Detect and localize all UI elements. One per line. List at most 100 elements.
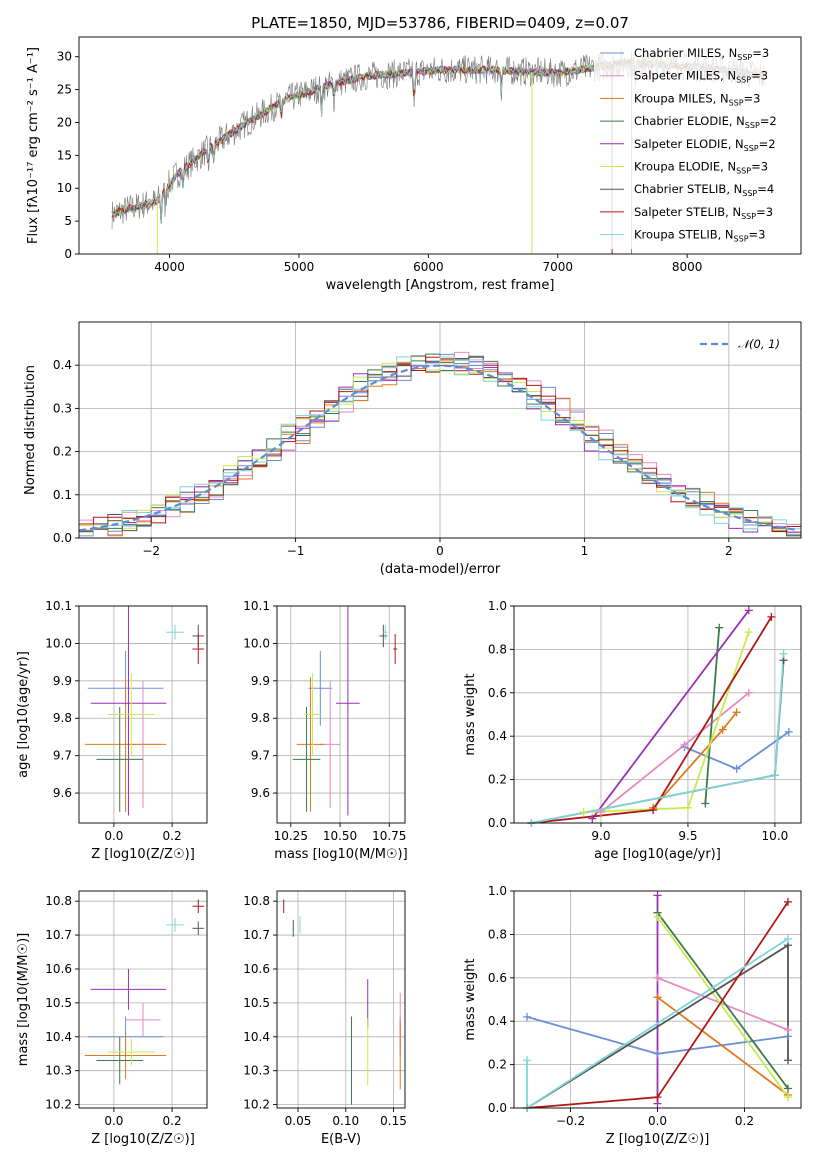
axes-frame — [513, 605, 802, 824]
y-tick-label: 25 — [57, 83, 72, 97]
y-tick-label: 10.1 — [45, 599, 72, 613]
x-tick-label: −0.2 — [556, 1114, 585, 1128]
axes-frame — [78, 605, 208, 824]
legend-label: Salpeter ELODIE, NSSP=2 — [634, 137, 776, 153]
y-tick-label: 1.0 — [488, 884, 507, 898]
mass-weight-line — [684, 731, 790, 770]
legend-label: Salpeter MILES, NSSP=3 — [634, 69, 768, 85]
y-tick-label: 0.4 — [53, 358, 72, 372]
marker-plus — [783, 1084, 792, 1093]
legend-series-name: Chabrier ELODIE — [634, 114, 729, 128]
x-tick-label: 0.2 — [163, 1114, 182, 1128]
x-axis-label: (data-model)/error — [380, 562, 501, 577]
marker-plus — [770, 771, 779, 780]
y-tick-label: 10.6 — [45, 962, 72, 976]
y-tick-label: 0.2 — [488, 1058, 507, 1072]
y-tick-label: 0.0 — [488, 1101, 507, 1115]
x-tick-label: 0.2 — [735, 1114, 754, 1128]
y-tick-label: 9.9 — [53, 674, 72, 688]
legend-label: Chabrier MILES, NSSP=3 — [634, 46, 769, 62]
y-tick-label: 9.8 — [53, 711, 72, 725]
x-tick-label: 4000 — [154, 260, 185, 274]
legend-ssp-count: =3 — [752, 46, 769, 60]
marker-plus — [701, 799, 710, 808]
x-tick-label: −1 — [287, 544, 305, 558]
legend-n-ssp: , N — [721, 46, 737, 60]
marker-plus — [715, 623, 724, 632]
marker-plus — [653, 1049, 662, 1058]
legend-ssp-count: =3 — [751, 69, 768, 83]
chart-title: PLATE=1850, MJD=53786, FIBERID=0409, z=0… — [251, 14, 629, 32]
axes-frame — [276, 605, 406, 824]
marker-plus — [596, 808, 605, 817]
legend-series-name: Kroupa STELIB — [634, 228, 718, 242]
legend-ssp-subscript: SSP — [736, 76, 751, 85]
x-axis-label: E(B-V) — [321, 1132, 361, 1147]
legend-ssp-count: =3 — [749, 228, 766, 242]
y-tick-label: 10.5 — [243, 996, 270, 1010]
marker-plus — [523, 1056, 532, 1065]
y-tick-label: 0.8 — [488, 927, 507, 941]
y-tick-label: 0.3 — [53, 401, 72, 415]
y-tick-label: 10 — [57, 181, 72, 195]
x-tick-label: 10.50 — [323, 829, 357, 843]
plot-area — [292, 606, 398, 816]
marker-plus — [779, 649, 788, 658]
y-tick-label: 10.4 — [45, 1030, 72, 1044]
histogram-kroupa-stelib — [79, 356, 801, 537]
marker-plus — [653, 1093, 662, 1102]
x-tick-label: 2 — [725, 544, 733, 558]
mass-weight-line — [531, 653, 785, 823]
marker-plus — [783, 934, 792, 943]
marker-plus — [767, 612, 776, 621]
y-tick-label: 9.6 — [53, 786, 72, 800]
legend-box — [594, 43, 798, 249]
legend-n-ssp: , N — [729, 114, 745, 128]
marker-plus — [784, 727, 793, 736]
y-tick-label: 1.0 — [488, 599, 507, 613]
y-tick-label: 0.0 — [53, 531, 72, 545]
plot-area — [79, 351, 801, 537]
legend-series-name: Chabrier STELIB — [634, 182, 726, 196]
y-tick-label: 0.2 — [488, 773, 507, 787]
plot-area — [84, 899, 205, 1085]
y-tick-label: 9.9 — [251, 674, 270, 688]
y-tick-label: 10.1 — [243, 599, 270, 613]
axes-frame — [78, 321, 802, 539]
legend-ssp-count: =2 — [760, 114, 777, 128]
marker-plus — [783, 897, 792, 906]
plot-area — [283, 899, 401, 1105]
y-tick-label: 10.0 — [243, 636, 270, 650]
axes-frame — [513, 890, 802, 1109]
y-tick-label: 9.8 — [251, 711, 270, 725]
y-tick-label: 10.5 — [45, 996, 72, 1010]
marker-plus — [523, 1012, 532, 1021]
y-tick-label: 9.7 — [53, 749, 72, 763]
y-axis-label: age [log10(age/yr)] — [16, 651, 31, 778]
x-axis-label: wavelength [Angstrom, rest frame] — [326, 278, 555, 293]
y-tick-label: 0.4 — [488, 729, 507, 743]
x-tick-label: −2 — [142, 544, 160, 558]
y-tick-label: 0 — [64, 247, 72, 261]
y-tick-label: 10.7 — [45, 928, 72, 942]
legend-n-ssp: , N — [713, 91, 729, 105]
x-tick-label: 0.05 — [285, 1114, 312, 1128]
legend-series-name: Chabrier MILES — [634, 46, 721, 60]
mass-weight-line — [704, 627, 721, 804]
y-tick-label: 0.8 — [488, 642, 507, 656]
y-axis-label: mass weight — [463, 958, 478, 1040]
x-tick-label: 7000 — [542, 260, 573, 274]
y-tick-label: 9.6 — [251, 786, 270, 800]
y-tick-label: 0.1 — [53, 488, 72, 502]
x-axis-label: Z [log10(Z/Z☉)] — [91, 847, 195, 862]
y-tick-label: 10.8 — [243, 894, 270, 908]
legend-ssp-count: =3 — [744, 91, 761, 105]
x-tick-label: 10.25 — [274, 829, 308, 843]
axes-frame — [78, 36, 802, 255]
legend-label: Salpeter STELIB, NSSP=3 — [634, 205, 773, 221]
marker-plus — [744, 606, 753, 615]
y-tick-label: 0.4 — [488, 1014, 507, 1028]
marker-plus — [649, 805, 658, 814]
y-axis-label: Flux [fλ10⁻¹⁷ erg cm⁻² s⁻¹ A⁻¹] — [26, 47, 41, 244]
legend-ssp-count: =4 — [757, 182, 774, 196]
